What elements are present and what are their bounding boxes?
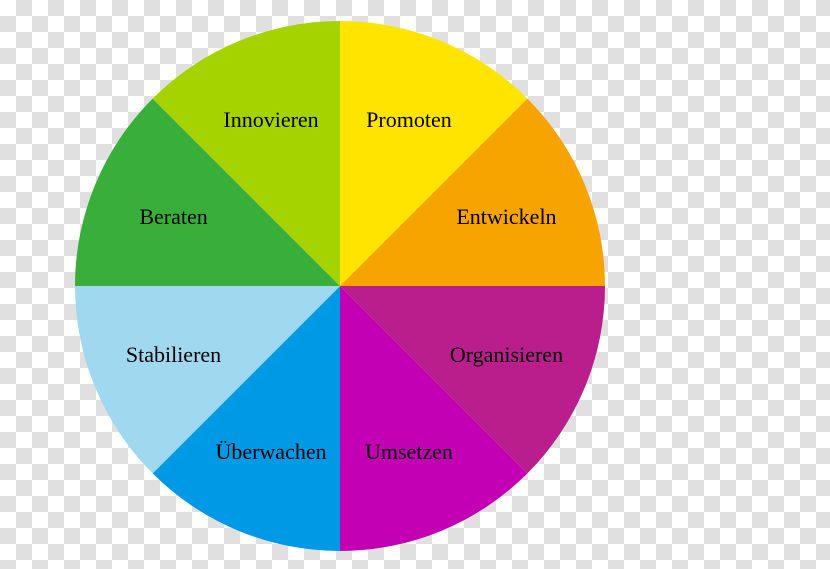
wheel-slice-label: Umsetzen xyxy=(365,439,453,465)
wheel-diagram: Promoten Entwickeln Organisieren Umsetzen Üb… xyxy=(0,0,830,569)
wheel-slice-label: Innovieren xyxy=(223,107,318,133)
wheel-slice-label: Stabilieren xyxy=(126,342,221,368)
wheel-slice-label: Überwachen xyxy=(215,439,326,465)
wheel-slice-label: Entwickeln xyxy=(456,204,556,230)
wheel-slice-label: Promoten xyxy=(366,107,452,133)
wheel-svg xyxy=(0,0,830,569)
wheel-slice-label: Organisieren xyxy=(450,342,563,368)
wheel-slice-label: Beraten xyxy=(139,204,207,230)
